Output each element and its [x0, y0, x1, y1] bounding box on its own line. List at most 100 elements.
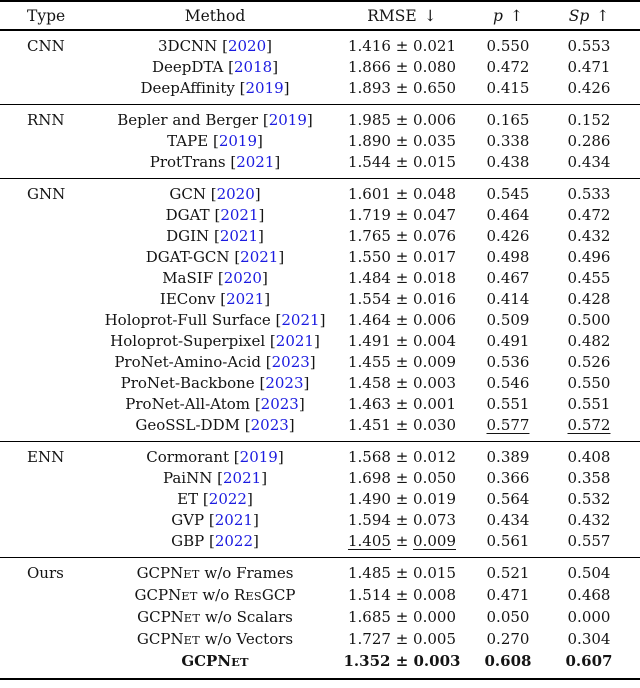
rmse-std: 0.030	[413, 416, 456, 434]
rmse-mean: 1.601	[347, 185, 391, 203]
pearson-value: 0.434	[486, 511, 530, 529]
citation-link[interactable]: [2023]	[254, 395, 305, 413]
spearman-cell: 0.472	[550, 205, 640, 226]
citation-link[interactable]: [2021]	[269, 332, 320, 350]
spearman-value: 0.526	[567, 353, 611, 371]
table-row: DGAT [2021] 1.719 ± 0.047 0.464 0.472	[0, 205, 640, 226]
table-row: ProNet-Backbone [2023] 1.458 ± 0.003 0.546…	[0, 373, 640, 394]
rmse-mean: 1.455	[347, 353, 391, 371]
rmse-cell: 1.985 ± 0.006	[338, 104, 466, 131]
type-cell	[0, 629, 92, 651]
citation-year: 2020	[227, 37, 267, 55]
type-cell: Ours	[0, 557, 92, 585]
method-cell: PaiNN [2021]	[92, 468, 338, 489]
type-cell	[0, 373, 92, 394]
citation-link[interactable]: [2023]	[244, 416, 295, 434]
spearman-value: 0.607	[565, 652, 613, 670]
type-cell	[0, 607, 92, 629]
citation-link[interactable]: [2020]	[222, 37, 272, 55]
citation-link[interactable]: [2022]	[202, 490, 253, 508]
pearson-cell: 0.464	[466, 205, 550, 226]
rmse-mean: 1.484	[347, 269, 391, 287]
rmse-std: 0.008	[413, 586, 456, 604]
citation-link[interactable]: [2021]	[217, 469, 268, 487]
type-cell	[0, 57, 92, 78]
citation-year: 2021	[275, 332, 314, 350]
method-cell: GCPNet	[92, 651, 338, 680]
type-cell	[0, 651, 92, 680]
citation-link[interactable]: [2021]	[234, 248, 285, 266]
spearman-cell: 0.434	[550, 152, 640, 179]
type-cell: ENN	[0, 441, 92, 468]
method-label: GCP	[261, 586, 296, 604]
rmse-std: 0.019	[413, 490, 456, 508]
type-cell	[0, 331, 92, 352]
rmse-mean: 1.352	[343, 652, 391, 670]
rmse-mean: 1.765	[347, 227, 391, 245]
pearson-cell: 0.498	[466, 247, 550, 268]
spearman-cell: 0.496	[550, 247, 640, 268]
pearson-cell: 0.415	[466, 78, 550, 105]
rmse-std: 0.003	[413, 652, 461, 670]
citation-link[interactable]: [2019]	[212, 132, 263, 150]
rmse-cell: 1.451 ± 0.030	[347, 416, 456, 434]
method-cell: GCPNet w/o Frames	[92, 557, 338, 585]
method-cell: MaSIF [2020]	[92, 268, 338, 289]
method-label: ProNet-Amino-Acid	[114, 353, 261, 371]
rmse-mean: 1.451	[347, 416, 391, 434]
citation-year: 2021	[214, 511, 253, 529]
citation-link[interactable]: [2020]	[217, 269, 268, 287]
rmse-mean: 1.463	[347, 395, 391, 413]
citation-link[interactable]: [2023]	[259, 374, 310, 392]
rmse-std: 0.017	[413, 248, 456, 266]
method-cell: ProtTrans [2021]	[92, 152, 338, 179]
spearman-value: 0.286	[567, 132, 611, 150]
rmse-mean: 1.491	[347, 332, 391, 350]
table-row: RNN Bepler and Berger [2019] 1.985 ± 0.006…	[0, 104, 640, 131]
citation-year: 2018	[234, 58, 273, 76]
citation-year: 2019	[218, 132, 258, 150]
rmse-mean: 1.554	[347, 290, 391, 308]
up-arrow-icon: ↑	[509, 7, 523, 25]
rmse-std: 0.047	[413, 206, 456, 224]
pearson-value: 0.050	[486, 608, 530, 626]
type-cell	[0, 247, 92, 268]
spearman-value: 0.482	[567, 332, 611, 350]
citation-link[interactable]: [2021]	[208, 511, 259, 529]
rmse-header-label: RMSE	[367, 7, 417, 25]
pearson-value: 0.491	[486, 332, 530, 350]
citation-link[interactable]: [2018]	[228, 58, 279, 76]
citation-link[interactable]: [2020]	[210, 185, 261, 203]
spearman-cell: 0.500	[550, 310, 640, 331]
rmse-mean: 1.416	[347, 37, 391, 55]
citation-link[interactable]: [2021]	[220, 290, 271, 308]
rmse-std: 0.048	[413, 185, 456, 203]
rmse-cell: 1.490 ± 0.019	[347, 490, 456, 508]
pearson-value: 0.415	[486, 79, 530, 97]
method-cell: ProNet-Backbone [2023]	[92, 373, 338, 394]
spearman-cell: 0.532	[550, 489, 640, 510]
pearson-value: 0.550	[486, 37, 530, 55]
pearson-cell: 0.608	[466, 651, 550, 680]
citation-link[interactable]: [2022]	[208, 532, 259, 550]
table-row: GCPNet w/o Scalars 1.685 ± 0.000 0.050 0.00…	[0, 607, 640, 629]
citation-link[interactable]: [2021]	[214, 206, 265, 224]
citation-link[interactable]: [2021]	[213, 227, 264, 245]
citation-link[interactable]: [2019]	[239, 79, 290, 97]
spearman-value: 0.532	[567, 490, 611, 508]
p-header-label: p	[493, 7, 503, 25]
citation-link[interactable]: [2021]	[275, 311, 326, 329]
rmse-cell: 1.554 ± 0.016	[347, 290, 456, 308]
citation-link[interactable]: [2021]	[230, 153, 281, 171]
pearson-cell: 0.165	[466, 104, 550, 131]
citation-link[interactable]: [2019]	[233, 448, 284, 466]
rmse-mean: 1.727	[347, 630, 391, 648]
table-body: CNN 3DCNN [2020] 1.416 ± 0.021 0.550 0.553 De…	[0, 29, 640, 680]
method-cell: DGAT [2021]	[92, 205, 338, 226]
method-label: GeoSSL-DDM	[135, 416, 240, 434]
citation-link[interactable]: [2023]	[265, 353, 316, 371]
method-cell: IEConv [2021]	[92, 289, 338, 310]
citation-link[interactable]: [2019]	[262, 111, 313, 129]
pearson-value: 0.270	[486, 630, 530, 648]
method-cell: 3DCNN [2020]	[92, 29, 338, 57]
